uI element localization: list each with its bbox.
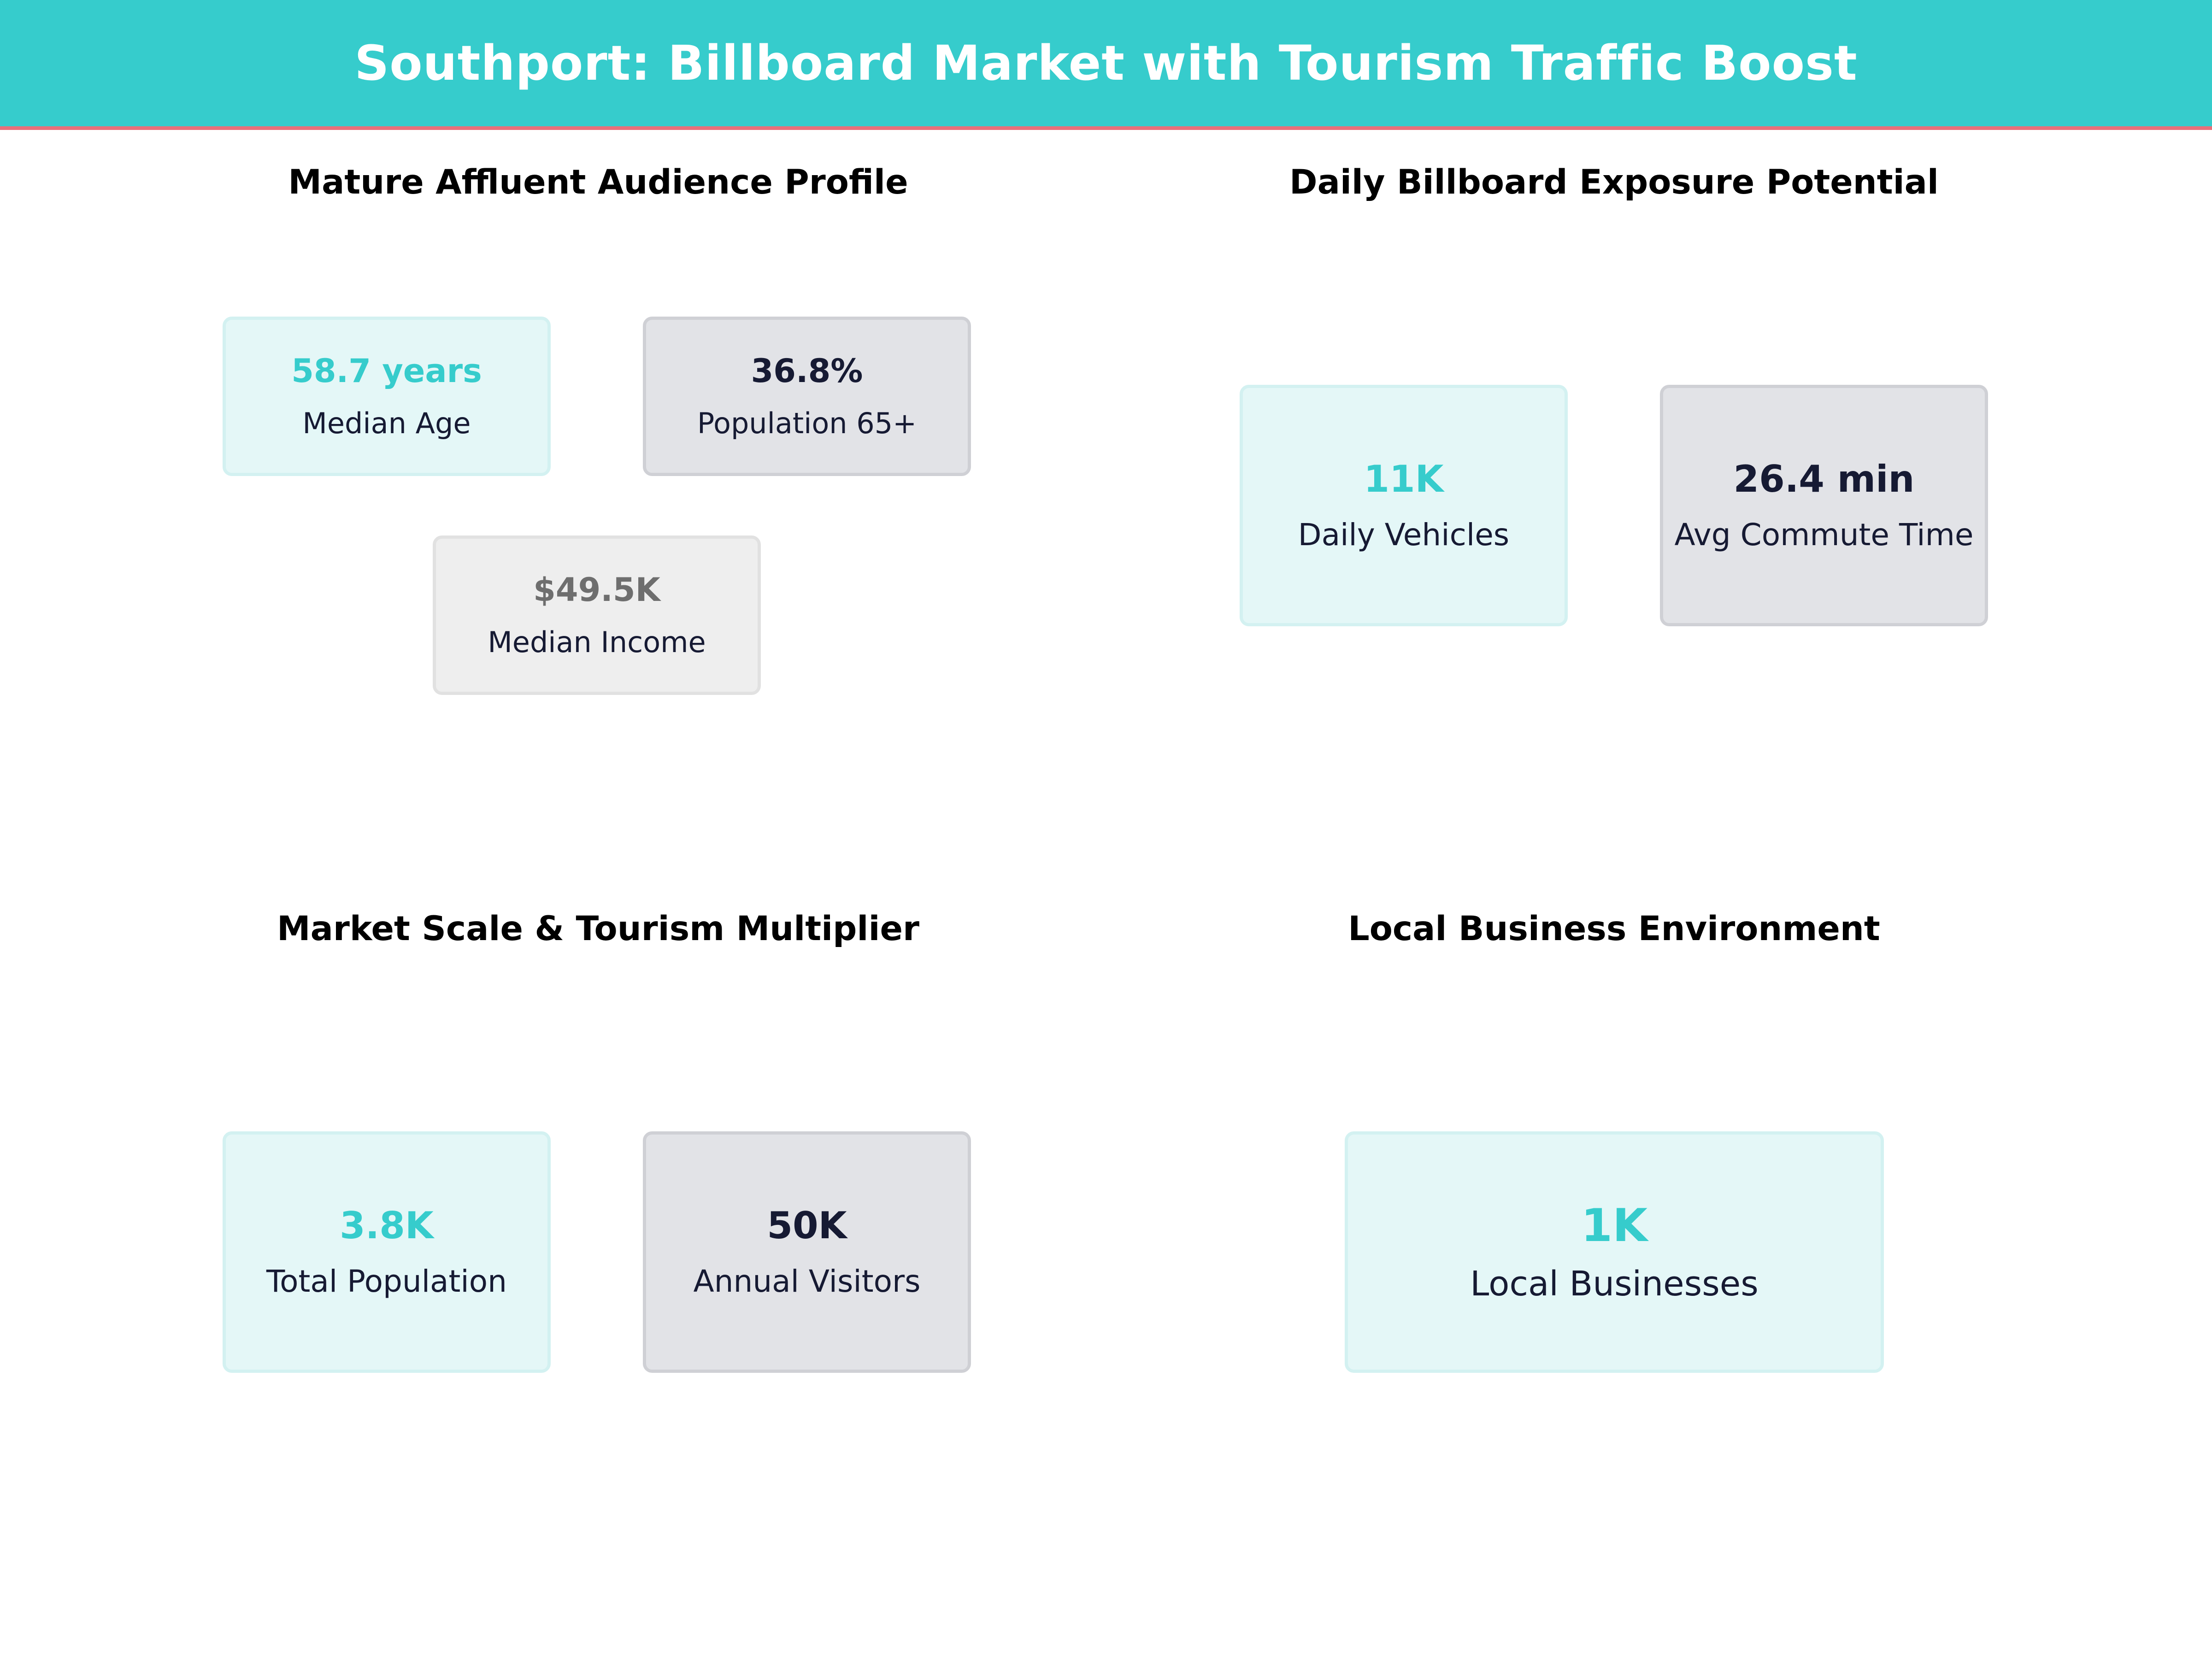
metric-card-median-age: 58.7 years Median Age bbox=[223, 317, 551, 476]
metric-value: $49.5K bbox=[533, 571, 660, 609]
metric-value: 1K bbox=[1581, 1200, 1648, 1252]
metric-label: Median Income bbox=[488, 625, 706, 659]
metric-label: Annual Visitors bbox=[693, 1264, 921, 1299]
metric-card-local-businesses: 1K Local Businesses bbox=[1345, 1131, 1884, 1373]
page-header: Southport: Billboard Market with Tourism… bbox=[0, 0, 2212, 130]
metric-card-median-income: $49.5K Median Income bbox=[433, 535, 761, 695]
section-title-scale: Market Scale & Tourism Multiplier bbox=[277, 909, 919, 948]
metric-label: Daily Vehicles bbox=[1298, 517, 1510, 553]
metric-value: 36.8% bbox=[751, 352, 863, 390]
metric-value: 3.8K bbox=[340, 1204, 434, 1247]
metric-card-population-65: 36.8% Population 65+ bbox=[643, 317, 971, 476]
metric-value: 11K bbox=[1364, 458, 1444, 500]
metric-card-commute-time: 26.4 min Avg Commute Time bbox=[1660, 385, 1988, 626]
metric-card-annual-visitors: 50K Annual Visitors bbox=[643, 1131, 971, 1373]
metric-value: 58.7 years bbox=[291, 352, 482, 390]
metric-label: Local Businesses bbox=[1470, 1264, 1759, 1304]
section-title-audience: Mature Affluent Audience Profile bbox=[288, 162, 908, 202]
metric-label: Median Age bbox=[302, 406, 471, 440]
metric-card-daily-vehicles: 11K Daily Vehicles bbox=[1240, 385, 1568, 626]
section-title-business: Local Business Environment bbox=[1348, 909, 1880, 948]
metric-label: Total Population bbox=[266, 1264, 507, 1299]
metric-card-total-population: 3.8K Total Population bbox=[223, 1131, 551, 1373]
metric-value: 26.4 min bbox=[1733, 458, 1915, 500]
metric-label: Population 65+ bbox=[697, 406, 917, 440]
metric-label: Avg Commute Time bbox=[1674, 517, 1974, 553]
metric-value: 50K bbox=[767, 1204, 847, 1247]
page-title: Southport: Billboard Market with Tourism… bbox=[354, 35, 1858, 91]
section-title-exposure: Daily Billboard Exposure Potential bbox=[1289, 162, 1939, 202]
